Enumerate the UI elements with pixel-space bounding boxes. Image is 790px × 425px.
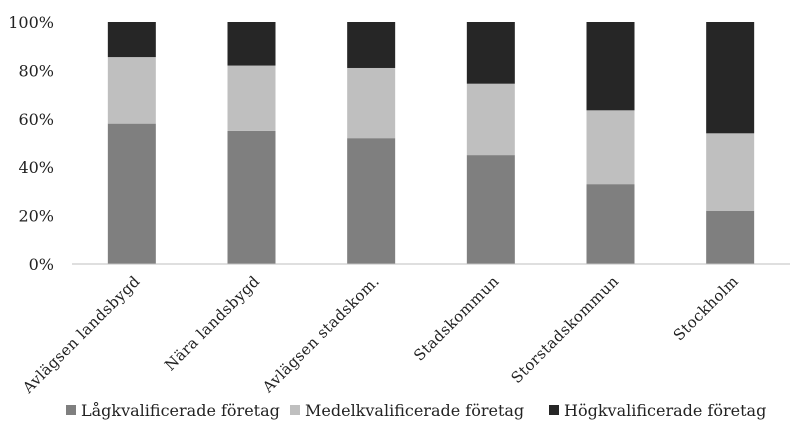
bar-series — [107, 22, 755, 264]
legend-swatch — [290, 405, 300, 415]
bar-segment — [227, 22, 276, 66]
bar-segment — [347, 67, 396, 139]
legend: Lågkvalificerade företag Medelkvalificera… — [66, 401, 766, 420]
bar-segment — [706, 22, 755, 134]
y-tick-label: 20% — [18, 207, 54, 226]
y-tick-label: 40% — [18, 158, 54, 177]
legend-swatch — [66, 405, 76, 415]
y-axis-ticks: 0% 20% 40% 60% 80% 100% — [8, 13, 54, 274]
y-tick-label: 60% — [18, 110, 54, 129]
legend-swatch — [549, 405, 559, 415]
bar-segment — [107, 123, 156, 264]
x-tick-label: Avlägsen stadskom. — [258, 272, 383, 397]
bar-segment — [466, 83, 515, 156]
bar-segment — [586, 184, 635, 264]
bar-segment — [706, 210, 755, 264]
x-tick-label: Storstadskommun — [508, 272, 623, 387]
y-tick-label: 100% — [8, 13, 54, 32]
bar-segment — [347, 138, 396, 264]
legend-label: Högkvalificerade företag — [564, 401, 766, 420]
bar-segment — [227, 65, 276, 131]
y-tick-label: 0% — [29, 255, 54, 274]
x-tick-label: Stockholm — [670, 272, 742, 344]
bar-segment — [586, 22, 635, 111]
bar-segment — [466, 155, 515, 264]
bar-segment — [466, 22, 515, 84]
y-tick-label: 80% — [18, 61, 54, 80]
x-tick-label: Avlägsen landsbygd — [18, 272, 143, 397]
legend-label: Medelkvalificerade företag — [305, 401, 524, 420]
x-tick-label: Stadskommun — [410, 272, 503, 365]
bar-segment — [706, 133, 755, 211]
bar-segment — [347, 22, 396, 68]
bar-segment — [586, 110, 635, 185]
bar-segment — [107, 22, 156, 58]
bar-segment — [107, 57, 156, 124]
legend-label: Lågkvalificerade företag — [81, 401, 280, 420]
x-axis-category-labels: Avlägsen landsbygd Nära landsbygdAvlägsen… — [18, 272, 742, 397]
bar-segment — [227, 130, 276, 264]
x-tick-label: Nära landsbygd — [161, 272, 263, 374]
